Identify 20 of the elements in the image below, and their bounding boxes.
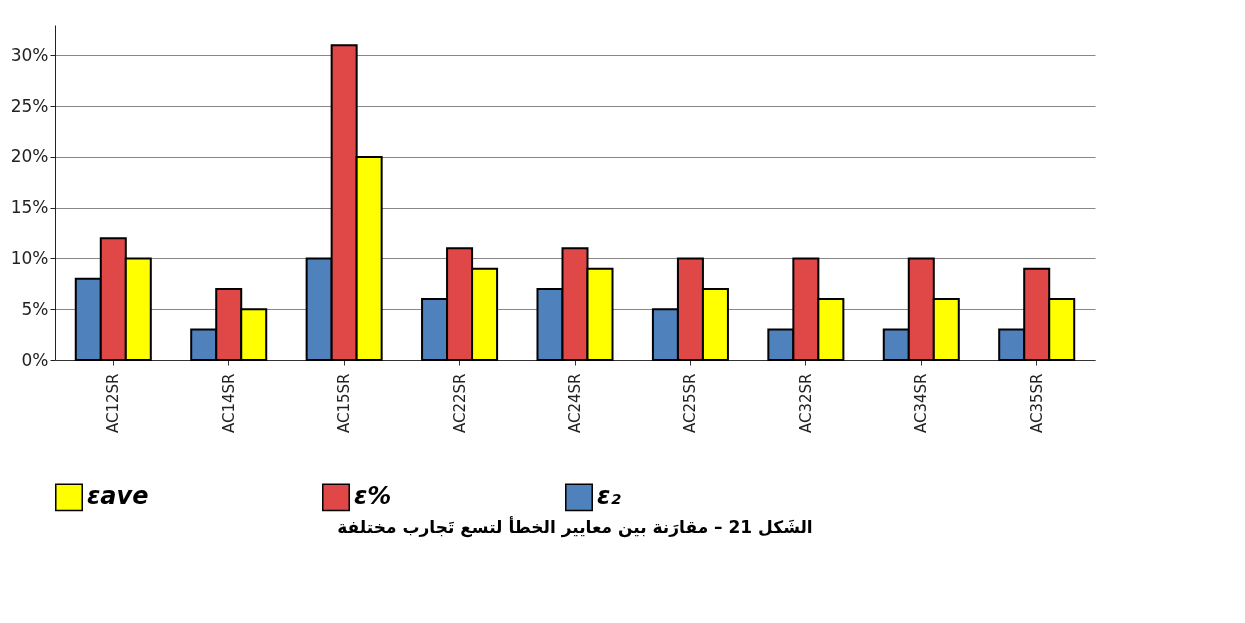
y-tick-label: 0% <box>21 349 49 370</box>
x-tick-label: AC35SR <box>1027 373 1046 434</box>
x-tick-label: AC15SR <box>335 373 354 434</box>
x-tick-label: AC22SR <box>450 373 469 434</box>
x-tick-label: AC12SR <box>104 373 123 434</box>
x-tick-label: AC24SR <box>566 373 584 434</box>
y-tick-label: 20% <box>10 146 49 167</box>
legend-label: ε% <box>354 482 392 511</box>
x-tick-label: AC34SR <box>912 373 931 434</box>
y-tick-label: 10% <box>10 247 49 268</box>
legend-label: ε₂ <box>597 482 622 511</box>
legend-label: εave <box>87 482 149 511</box>
y-tick-label: 5% <box>21 298 49 319</box>
text: الشَكل 21 – مقارَنة بين معايير الخطأ لتسع تَجارب مختلفة <box>337 516 813 538</box>
y-tick-label: 25% <box>10 95 49 116</box>
x-tick-label: AC32SR <box>796 373 815 434</box>
y-tick-label: 30% <box>10 44 49 65</box>
x-tick-label: AC14SR <box>219 373 238 434</box>
y-tick-label: 15% <box>10 197 49 218</box>
x-tick-label: AC25SR <box>681 373 700 434</box>
